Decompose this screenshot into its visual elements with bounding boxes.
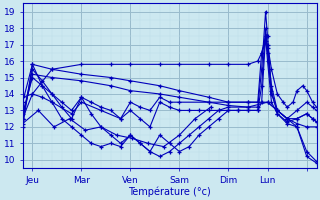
- X-axis label: Température (°c): Température (°c): [128, 186, 211, 197]
